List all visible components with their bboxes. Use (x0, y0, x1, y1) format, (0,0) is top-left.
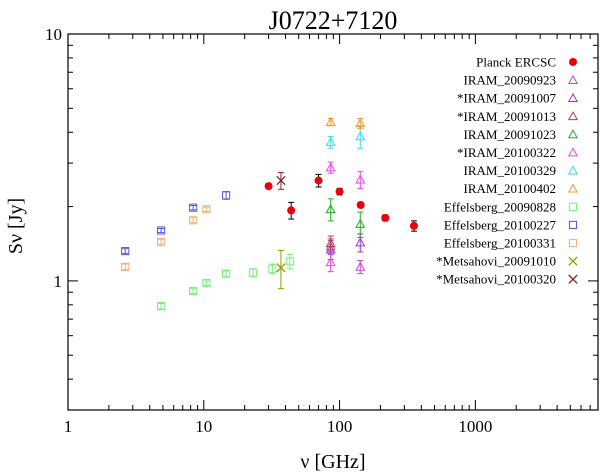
data-point (325, 244, 336, 254)
data-point (325, 238, 336, 248)
data-point (355, 131, 366, 141)
series-5 (325, 161, 366, 273)
data-point (325, 257, 336, 267)
data-point (355, 174, 366, 184)
legend-label: *Metsahovi_20100320 (436, 272, 556, 287)
legend-marker (568, 238, 578, 248)
data-point (189, 286, 198, 296)
data-point (264, 182, 273, 191)
data-point (157, 226, 166, 235)
data-point (157, 237, 166, 246)
y-tick-label: 1 (54, 272, 63, 291)
data-point (325, 162, 336, 172)
data-point (285, 257, 294, 266)
data-point (276, 263, 286, 273)
legend-label: IRAM_20091023 (464, 127, 556, 142)
legend-marker (568, 202, 578, 211)
data-point (314, 176, 323, 185)
data-point (202, 205, 211, 214)
series-10 (121, 205, 211, 271)
legend: Planck ERCSC IRAM_20090923 *IRAM_20091007 *… (436, 55, 579, 287)
series-8 (157, 253, 294, 311)
y-axis-label: Sν [Jy] (5, 198, 27, 254)
data-point (248, 268, 258, 277)
data-point (355, 118, 366, 128)
legend-label: *IRAM_20100322 (457, 145, 556, 160)
series-0 (264, 173, 418, 232)
data-point (287, 206, 296, 215)
legend-marker (567, 147, 579, 157)
legend-marker (568, 274, 578, 284)
data-marks (121, 116, 418, 311)
data-point (355, 237, 366, 247)
series-11 (276, 249, 286, 290)
legend-label: IRAM_20090923 (464, 73, 556, 88)
x-tick-label: 1 (64, 417, 73, 436)
legend-marker (567, 111, 579, 121)
data-point (355, 218, 366, 228)
series-6 (325, 125, 366, 149)
chart-title: J0722+7120 (269, 6, 398, 35)
data-point (325, 136, 336, 146)
series-1 (325, 238, 366, 275)
data-point (325, 116, 336, 126)
series-7 (325, 116, 366, 129)
series-9 (121, 191, 231, 256)
data-point (121, 262, 130, 271)
legend-marker (567, 129, 579, 139)
data-point (276, 175, 286, 186)
data-point (222, 269, 231, 278)
legend-marker (568, 220, 578, 229)
legend-label: IRAM_20100329 (464, 163, 556, 178)
legend-label: IRAM_20100402 (464, 181, 556, 196)
legend-label: *IRAM_20091013 (457, 109, 556, 124)
data-point (325, 204, 336, 214)
data-point (355, 261, 366, 271)
legend-marker (567, 92, 579, 103)
axis-ticks: 1 10 100 1000 1 10 (45, 25, 599, 436)
legend-label: *IRAM_20091007 (457, 91, 556, 106)
legend-label: Effelsberg_20090828 (444, 199, 556, 214)
x-tick-label: 100 (327, 417, 353, 436)
data-point (189, 216, 198, 225)
series-4 (325, 198, 366, 238)
legend-label: Planck ERCSC (476, 55, 556, 70)
x-tick-label: 1000 (458, 417, 492, 436)
data-point (335, 187, 344, 196)
data-point (381, 213, 390, 222)
legend-marker (567, 183, 579, 193)
y-tick-label: 10 (45, 25, 62, 44)
data-point (157, 302, 166, 311)
data-point (409, 221, 418, 230)
x-tick-label: 10 (195, 417, 212, 436)
legend-marker (567, 165, 579, 175)
data-point (268, 264, 277, 273)
data-point (356, 200, 365, 209)
series-12 (276, 171, 286, 190)
legend-marker (569, 58, 577, 66)
legend-label: Effelsberg_20100331 (444, 236, 556, 251)
series-3 (325, 235, 336, 252)
data-point (222, 191, 231, 200)
legend-label: *Metsahovi_20091010 (436, 254, 556, 269)
legend-marker (567, 74, 579, 84)
legend-label: Effelsberg_20100227 (444, 217, 557, 232)
legend-marker (568, 256, 578, 266)
data-point (121, 247, 130, 256)
x-axis-label: ν [GHz] (300, 451, 365, 473)
data-point (189, 203, 198, 212)
data-point (202, 278, 211, 288)
